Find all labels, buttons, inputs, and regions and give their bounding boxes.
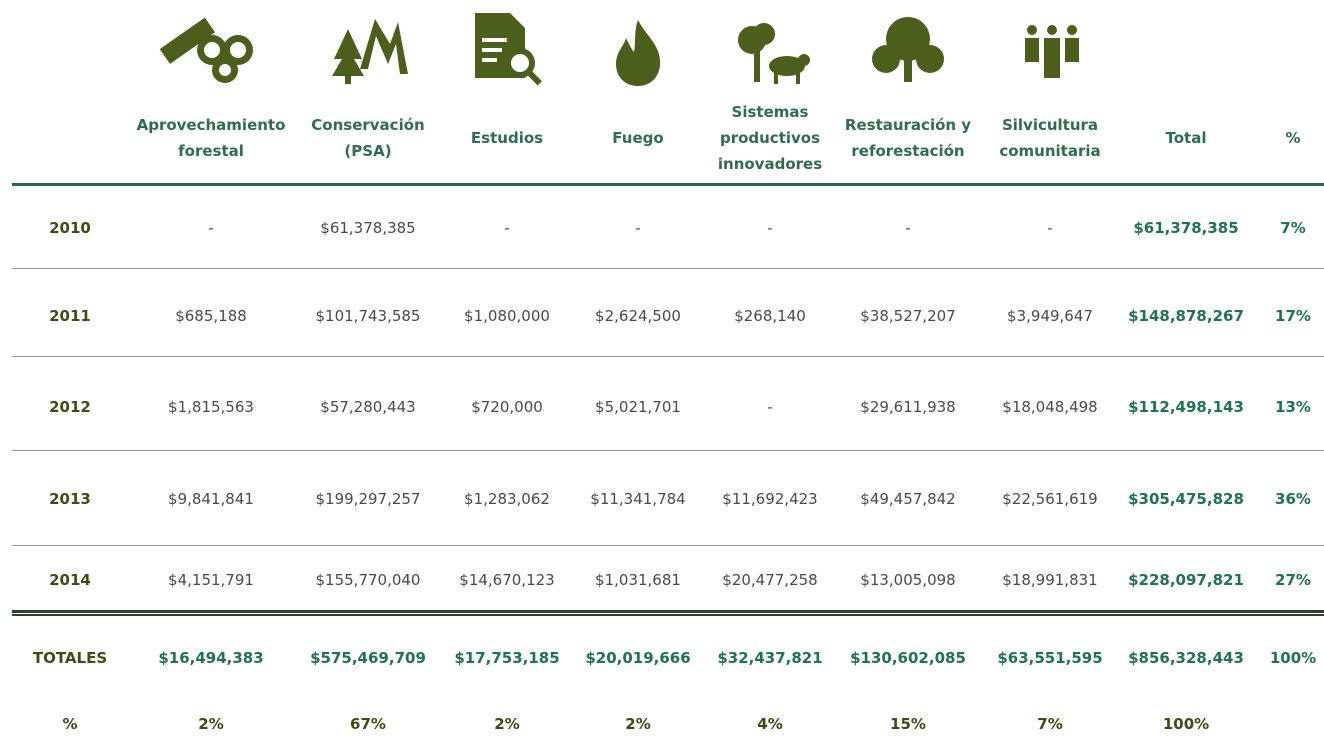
cell: $14,670,123: [459, 571, 555, 589]
cell: -: [767, 219, 773, 237]
percent-cell: 100%: [1162, 715, 1210, 733]
cell: $49,457,842: [860, 490, 956, 508]
cell: $268,140: [734, 307, 806, 325]
cell: $5,021,701: [595, 398, 681, 416]
cell: $1,031,681: [595, 571, 681, 589]
column-header: Silvicultura comunitaria: [999, 116, 1101, 160]
cell: $148,878,267: [1128, 307, 1244, 325]
cell: $3,949,647: [1007, 307, 1093, 325]
cell: -: [767, 398, 773, 416]
cell: 27%: [1275, 571, 1311, 589]
icon-harvest: [159, 17, 253, 83]
icon-studies: [475, 13, 542, 86]
icon-productive-systems: [738, 23, 810, 84]
cell: $61,378,385: [320, 219, 416, 237]
row-rule: [12, 450, 1324, 451]
cell: $1,815,563: [168, 398, 254, 416]
total-cell: $16,494,383: [158, 649, 264, 667]
percent-cell: 15%: [890, 715, 926, 733]
row-label: 2013: [49, 490, 91, 508]
cell: 17%: [1275, 307, 1311, 325]
cell: $685,188: [175, 307, 247, 325]
cell: $20,477,258: [722, 571, 818, 589]
row-label: 2011: [49, 307, 91, 325]
cell: $9,841,841: [168, 490, 254, 508]
percent-cell: 2%: [625, 715, 651, 733]
total-cell: $575,469,709: [310, 649, 426, 667]
cell: $57,280,443: [320, 398, 416, 416]
cell: 36%: [1275, 490, 1311, 508]
icon-fire: [616, 20, 661, 86]
totals-rule: [12, 610, 1324, 613]
cell: $18,048,498: [1002, 398, 1098, 416]
total-cell: $130,602,085: [850, 649, 966, 667]
header-rule: [12, 183, 1324, 186]
total-cell: $32,437,821: [717, 649, 823, 667]
cell: $199,297,257: [315, 490, 421, 508]
row-rule: [12, 268, 1324, 269]
cell: 13%: [1275, 398, 1311, 416]
cell: $11,692,423: [722, 490, 818, 508]
column-header: Aprovechamiento forestal: [136, 116, 286, 160]
cell: $1,283,062: [464, 490, 550, 508]
cell: $305,475,828: [1128, 490, 1244, 508]
cell: $228,097,821: [1128, 571, 1244, 589]
column-header: Total: [1165, 129, 1207, 147]
cell: -: [208, 219, 214, 237]
cell: -: [1047, 219, 1053, 237]
row-label: 2014: [49, 571, 91, 589]
row-label: 2010: [49, 219, 91, 237]
percent-cell: 7%: [1037, 715, 1063, 733]
column-header: Conservación (PSA): [311, 116, 425, 160]
total-cell: $63,551,595: [997, 649, 1103, 667]
cell: -: [905, 219, 911, 237]
cell: $18,991,831: [1002, 571, 1098, 589]
icon-restoration: [872, 17, 944, 82]
percent-cell: 4%: [757, 715, 783, 733]
cell: $11,341,784: [590, 490, 686, 508]
cell: $4,151,791: [168, 571, 254, 589]
percent-cell: 2%: [198, 715, 224, 733]
cell: $155,770,040: [315, 571, 421, 589]
cell: $61,378,385: [1133, 219, 1239, 237]
column-header: Restauración y reforestación: [844, 116, 972, 160]
cell: $22,561,619: [1002, 490, 1098, 508]
cell: $101,743,585: [315, 307, 421, 325]
column-header: Estudios: [470, 129, 544, 147]
cell: -: [504, 219, 510, 237]
row-label: TOTALES: [32, 649, 108, 667]
total-cell: 100%: [1269, 649, 1317, 667]
cell: $2,624,500: [595, 307, 681, 325]
cell: $720,000: [471, 398, 543, 416]
percent-cell: 2%: [494, 715, 520, 733]
column-header: Sistemas productivos innovadores: [717, 103, 823, 173]
icon-conservation: [332, 19, 408, 84]
cell: $29,611,938: [860, 398, 956, 416]
total-cell: $20,019,666: [585, 649, 691, 667]
row-label: %: [62, 715, 78, 733]
row-label: 2012: [49, 398, 91, 416]
cell: $1,080,000: [464, 307, 550, 325]
total-cell: $17,753,185: [454, 649, 560, 667]
cell: $112,498,143: [1128, 398, 1244, 416]
row-rule: [12, 356, 1324, 357]
cell: $38,527,207: [860, 307, 956, 325]
cell: -: [635, 219, 641, 237]
column-header: Fuego: [612, 129, 664, 147]
cell: 7%: [1280, 219, 1306, 237]
percent-cell: 67%: [350, 715, 386, 733]
totals-rule: [12, 614, 1324, 616]
row-rule: [12, 545, 1324, 546]
icon-community: [1025, 25, 1079, 78]
column-header: %: [1285, 129, 1301, 147]
total-cell: $856,328,443: [1128, 649, 1244, 667]
cell: $13,005,098: [860, 571, 956, 589]
